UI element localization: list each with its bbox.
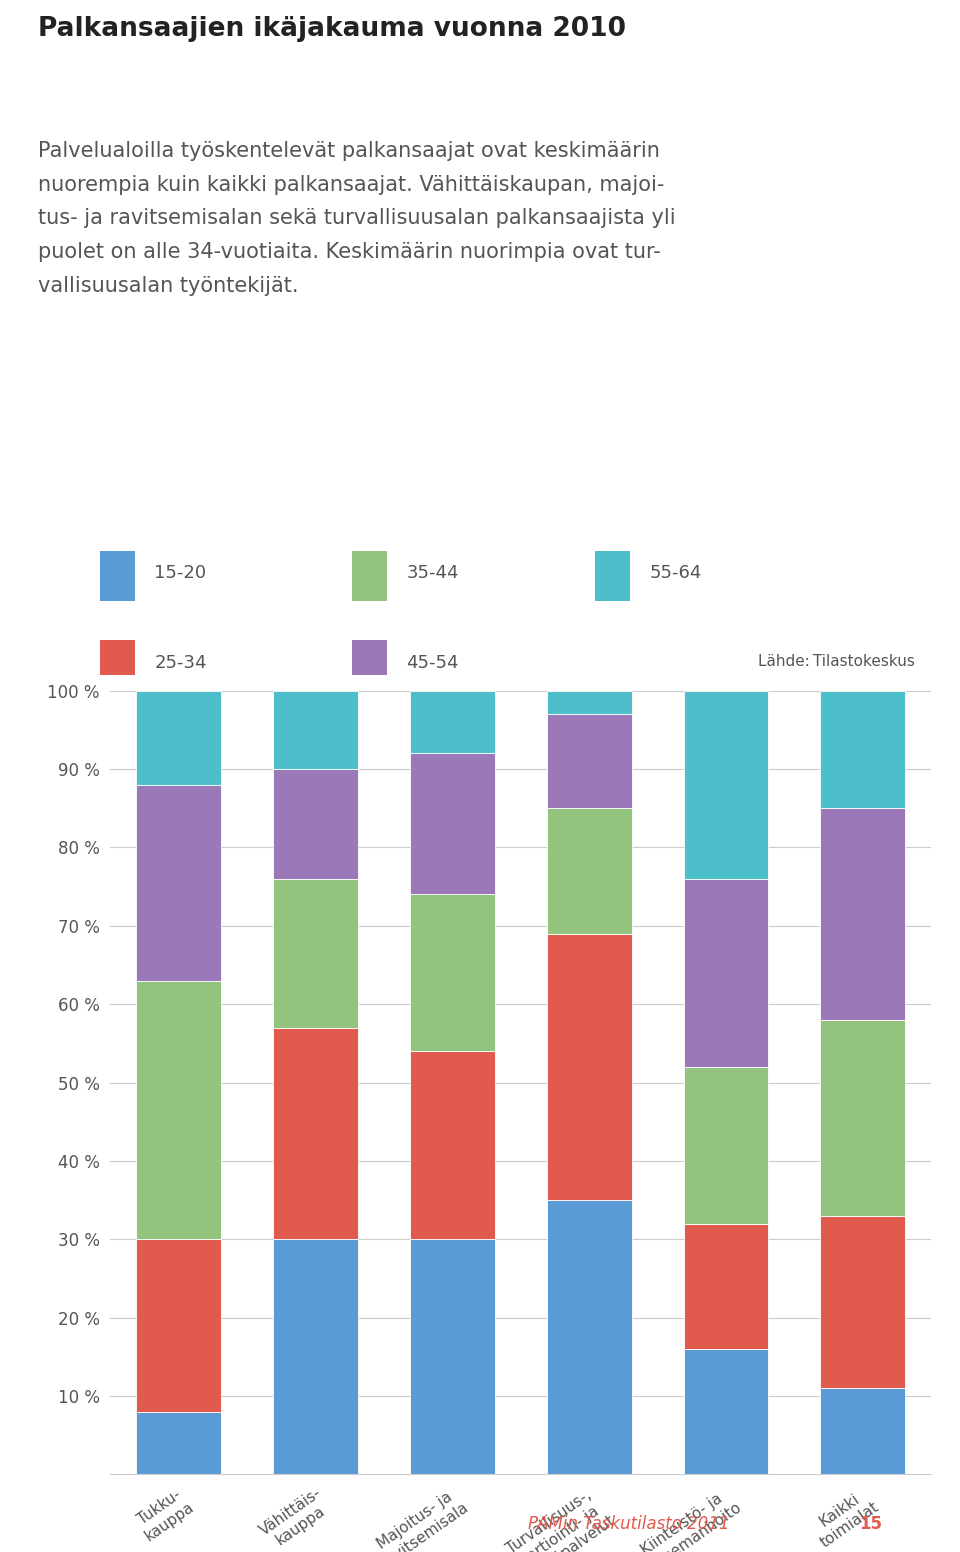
- Bar: [351, 551, 387, 601]
- Bar: [410, 753, 494, 894]
- Bar: [595, 551, 631, 601]
- Bar: [136, 1238, 221, 1412]
- Bar: [136, 981, 221, 1238]
- Bar: [274, 768, 358, 878]
- Bar: [274, 1238, 358, 1474]
- Text: Palvelualoilla työskentelevät palkansaajat ovat keskimäärin
nuorempia kuin kaikk: Palvelualoilla työskentelevät palkansaaj…: [38, 141, 676, 295]
- Text: 25-34: 25-34: [155, 653, 206, 672]
- Bar: [684, 691, 768, 878]
- Bar: [547, 934, 632, 1200]
- Bar: [274, 1027, 358, 1238]
- Bar: [547, 691, 632, 714]
- Bar: [547, 1200, 632, 1474]
- Text: 15: 15: [859, 1515, 882, 1533]
- Bar: [351, 641, 387, 691]
- Bar: [821, 691, 905, 809]
- Text: PAMin Taskutilasto 2011: PAMin Taskutilasto 2011: [528, 1515, 730, 1533]
- Bar: [684, 1223, 768, 1349]
- Bar: [684, 1066, 768, 1223]
- Bar: [274, 691, 358, 768]
- Bar: [821, 1215, 905, 1387]
- Bar: [410, 894, 494, 1051]
- Bar: [136, 785, 221, 981]
- Bar: [821, 1020, 905, 1215]
- Text: 15-20: 15-20: [155, 565, 206, 582]
- Bar: [684, 1349, 768, 1474]
- Bar: [410, 691, 494, 753]
- Text: 55-64: 55-64: [650, 565, 702, 582]
- Bar: [410, 1051, 494, 1238]
- Bar: [136, 1412, 221, 1474]
- Bar: [821, 1387, 905, 1474]
- Text: 45-54: 45-54: [406, 653, 459, 672]
- Bar: [547, 809, 632, 934]
- Bar: [821, 809, 905, 1020]
- Text: Palkansaajien ikäjakauma vuonna 2010: Palkansaajien ikäjakauma vuonna 2010: [38, 17, 626, 42]
- Text: Lähde: Tilastokeskus: Lähde: Tilastokeskus: [757, 653, 914, 669]
- Bar: [136, 691, 221, 785]
- Bar: [547, 714, 632, 809]
- Bar: [274, 878, 358, 1027]
- Bar: [100, 551, 134, 601]
- Text: 35-44: 35-44: [406, 565, 459, 582]
- Bar: [684, 878, 768, 1066]
- Bar: [100, 641, 134, 691]
- Bar: [410, 1238, 494, 1474]
